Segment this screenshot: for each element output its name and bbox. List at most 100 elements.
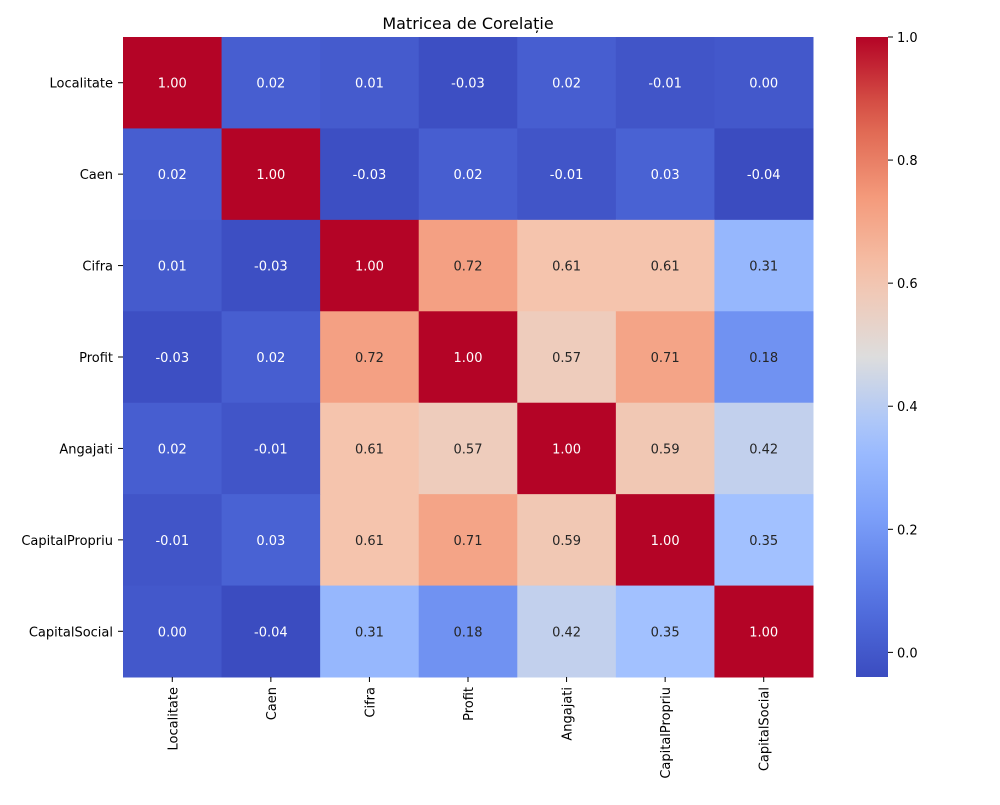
heatmap-cell-r4-c1 — [221, 402, 321, 495]
y-axis: Localitate Caen Cifra Profit Angajati Capital… — [21, 77, 123, 640]
cell-value-r5-c1: 0.03 — [256, 534, 285, 549]
cell-value-r5-c5: 1.00 — [651, 534, 680, 549]
colorbar-tick-label-5: 1.0 — [897, 31, 918, 46]
colorbar-tick-label-3: 0.6 — [897, 277, 918, 292]
heatmap-cell-r0-c1 — [221, 37, 321, 129]
x-tick-label-2: Cifra — [363, 687, 378, 718]
cell-value-r1-c5: 0.03 — [651, 168, 680, 183]
cell-value-r2-c6: 0.31 — [749, 260, 778, 275]
heatmap-cell-r0-c2 — [320, 37, 420, 129]
cell-value-r6-c2: 0.31 — [355, 625, 384, 640]
heatmap-cell-r5-c2 — [320, 494, 420, 587]
cell-value-r5-c3: 0.71 — [454, 534, 483, 549]
cell-value-r2-c0: 0.01 — [158, 260, 187, 275]
heatmap-cell-r1-c3 — [418, 128, 518, 221]
heatmap-cell-r6-c2 — [320, 585, 420, 678]
cell-value-r0-c4: 0.02 — [552, 77, 581, 92]
cell-value-r4-c5: 0.59 — [651, 442, 680, 457]
colorbar-tick-label-0: 0.0 — [897, 646, 918, 661]
heatmap-cell-r3-c0 — [123, 311, 223, 404]
cell-value-r1-c2: -0.03 — [353, 168, 387, 183]
cell-value-r4-c3: 0.57 — [454, 442, 483, 457]
cell-value-r3-c4: 0.57 — [552, 351, 581, 366]
colorbar-tick-label-2: 0.4 — [897, 400, 918, 415]
cell-value-r2-c5: 0.61 — [651, 260, 680, 275]
cell-value-r6-c4: 0.42 — [552, 625, 581, 640]
heatmap-cell-r1-c5 — [615, 128, 715, 221]
x-tick-label-0: Localitate — [166, 687, 181, 750]
cell-value-r1-c3: 0.02 — [454, 168, 483, 183]
heatmap-cell-r5-c0 — [123, 494, 223, 587]
heatmap-cell-r3-c3 — [418, 311, 518, 404]
cell-value-r0-c6: 0.00 — [749, 77, 778, 92]
x-tick-label-4: Angajati — [561, 687, 576, 741]
heatmap-cell-r2-c4 — [517, 219, 617, 312]
heatmap-cell-r6-c6 — [714, 585, 814, 678]
y-tick-label-4: Angajati — [59, 442, 113, 457]
x-tick-label-6: CapitalSocial — [758, 687, 773, 771]
cell-value-r5-c2: 0.61 — [355, 534, 384, 549]
heatmap-cell-r1-c4 — [517, 128, 617, 221]
heatmap-cell-r1-c1 — [221, 128, 321, 221]
heatmap-cell-r2-c5 — [615, 219, 715, 312]
heatmap-cell-r4-c6 — [714, 402, 814, 495]
heatmap-cell-r2-c1 — [221, 219, 321, 312]
colorbar-gradient — [856, 37, 888, 677]
heatmap-cell-r6-c5 — [615, 585, 715, 678]
heatmap-cell-r3-c2 — [320, 311, 420, 404]
heatmap-cell-r4-c3 — [418, 402, 518, 495]
heatmap-cell-r2-c6 — [714, 219, 814, 312]
cell-value-r6-c5: 0.35 — [651, 625, 680, 640]
cell-value-r2-c4: 0.61 — [552, 260, 581, 275]
heatmap-cell-r3-c1 — [221, 311, 321, 404]
y-tick-label-2: Cifra — [82, 260, 113, 275]
cell-value-r6-c6: 1.00 — [749, 625, 778, 640]
heatmap-cell-r0-c6 — [714, 37, 814, 129]
cell-value-r2-c1: -0.03 — [254, 260, 288, 275]
cell-value-r4-c0: 0.02 — [158, 442, 187, 457]
cell-value-r6-c0: 0.00 — [158, 625, 187, 640]
cell-value-r1-c0: 0.02 — [158, 168, 187, 183]
heatmap-cell-r0-c5 — [615, 37, 715, 129]
heatmap-cell-r0-c4 — [517, 37, 617, 129]
cell-value-r0-c5: -0.01 — [648, 77, 682, 92]
colorbar-tick-label-4: 0.8 — [897, 154, 918, 169]
cell-value-r4-c6: 0.42 — [749, 442, 778, 457]
cell-value-r2-c3: 0.72 — [454, 260, 483, 275]
y-tick-label-6: CapitalSocial — [29, 625, 113, 640]
heatmap-cell-r3-c5 — [615, 311, 715, 404]
cell-value-r3-c5: 0.71 — [651, 351, 680, 366]
heatmap-cell-r6-c0 — [123, 585, 223, 678]
x-tick-label-3: Profit — [462, 687, 477, 721]
heatmap-cell-r0-c3 — [418, 37, 518, 129]
heatmap-cell-r5-c3 — [418, 494, 518, 587]
cell-value-r5-c0: -0.01 — [155, 534, 189, 549]
cell-value-r3-c2: 0.72 — [355, 351, 384, 366]
heatmap-cell-r1-c0 — [123, 128, 223, 221]
heatmap-cell-r4-c0 — [123, 402, 223, 495]
cell-value-r3-c1: 0.02 — [256, 351, 285, 366]
heatmap-cell-r1-c6 — [714, 128, 814, 221]
x-tick-label-5: CapitalPropriu — [659, 687, 674, 779]
heatmap-cells — [123, 37, 814, 678]
x-axis: Localitate Caen Cifra Profit Angajati Capital… — [166, 677, 773, 779]
heatmap-cell-r3-c4 — [517, 311, 617, 404]
heatmap-cell-r2-c0 — [123, 219, 223, 312]
cell-value-r0-c3: -0.03 — [451, 77, 485, 92]
heatmap-cell-r5-c4 — [517, 494, 617, 587]
x-tick-label-1: Caen — [265, 687, 280, 720]
y-tick-label-5: CapitalPropriu — [21, 534, 113, 549]
heatmap-cell-r4-c4 — [517, 402, 617, 495]
cell-value-r2-c2: 1.00 — [355, 260, 384, 275]
cell-value-r5-c6: 0.35 — [749, 534, 778, 549]
cell-value-r6-c1: -0.04 — [254, 625, 288, 640]
cell-value-r4-c4: 1.00 — [552, 442, 581, 457]
cell-value-r3-c6: 0.18 — [749, 351, 778, 366]
chart-title: Matricea de Corelație — [382, 14, 553, 33]
y-tick-label-3: Profit — [79, 351, 113, 366]
cell-value-r0-c1: 0.02 — [256, 77, 285, 92]
colorbar: 0.0 0.2 0.4 0.6 0.8 1.0 — [856, 31, 918, 677]
cell-value-r0-c0: 1.00 — [158, 77, 187, 92]
heatmap-cell-r5-c5 — [615, 494, 715, 587]
